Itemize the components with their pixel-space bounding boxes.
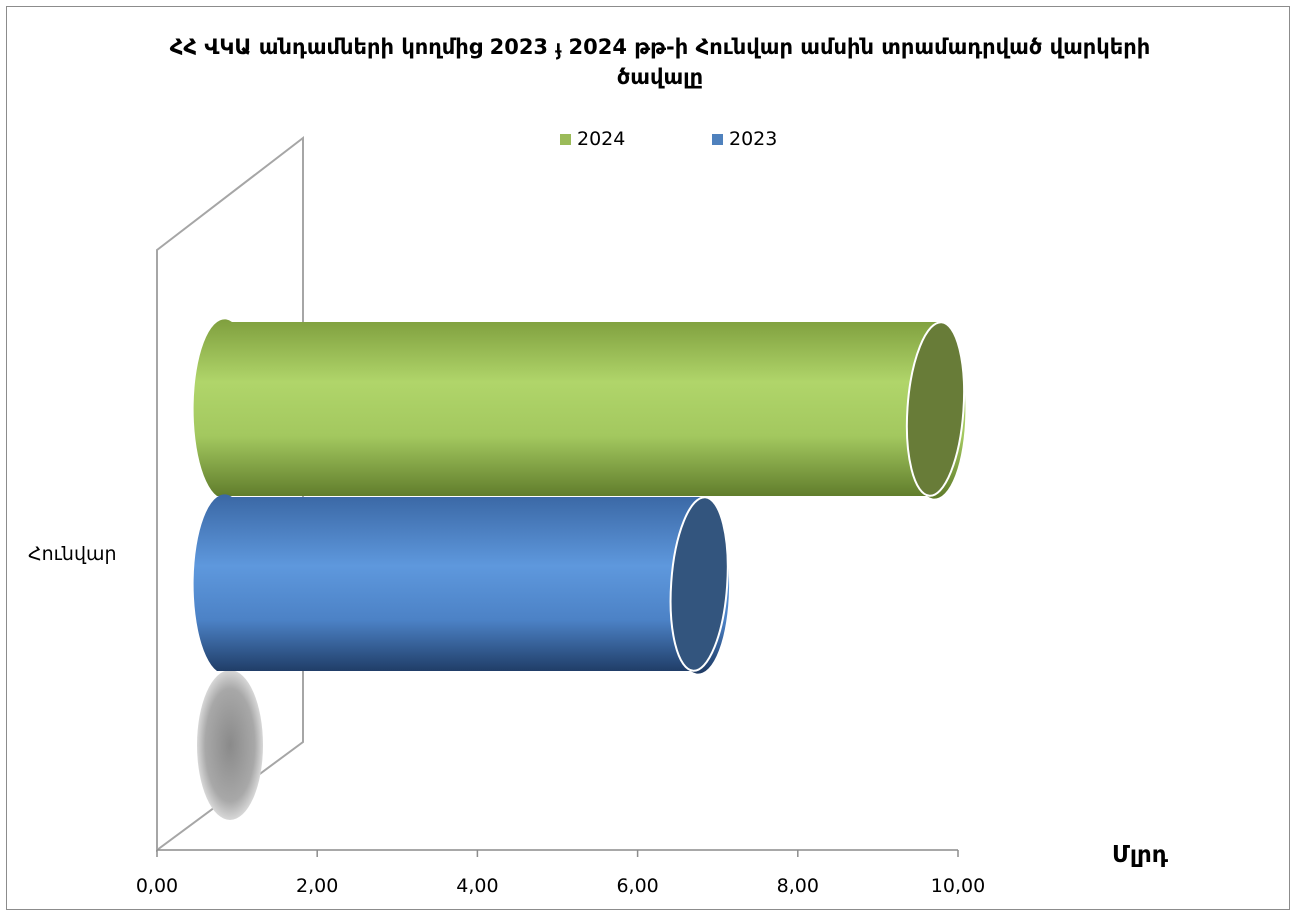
bar-cap-2024: [905, 321, 966, 497]
x-tick-label-0: 0,00: [136, 875, 178, 897]
x-axis-label: Մլրդ: [1112, 842, 1169, 868]
x-tick-label-2: 4,00: [456, 875, 498, 897]
legend-swatch-2023: [712, 133, 723, 145]
bar-2023: [193, 494, 730, 674]
legend-label-2023: 2023: [729, 128, 778, 150]
bar-cap-2023: [669, 496, 729, 672]
bar-body-2024: [193, 319, 966, 499]
bar-shadow: [197, 670, 263, 820]
legend-label-2024: 2024: [577, 128, 626, 150]
legend: 2024 2023: [0, 128, 1297, 154]
x-tick-label-1: 2,00: [296, 875, 338, 897]
legend-swatch-2024: [560, 133, 571, 145]
y-category-label: Հունվար: [28, 543, 117, 565]
chart-title: ՀՀ ՎԿԱ անդամների կողմից 2023 ֈ 2024 թթ-ի…: [169, 35, 1151, 89]
x-tick-label-3: 6,00: [616, 875, 658, 897]
x-tick-label-5: 10,00: [931, 875, 985, 897]
x-tick-label-4: 8,00: [777, 875, 819, 897]
legend-item-2023: 2023: [712, 128, 777, 150]
bar-body-2023: [193, 494, 730, 674]
bar-2024: [193, 319, 966, 499]
back-wall: [156, 135, 304, 852]
legend-item-2024: 2024: [560, 128, 625, 150]
